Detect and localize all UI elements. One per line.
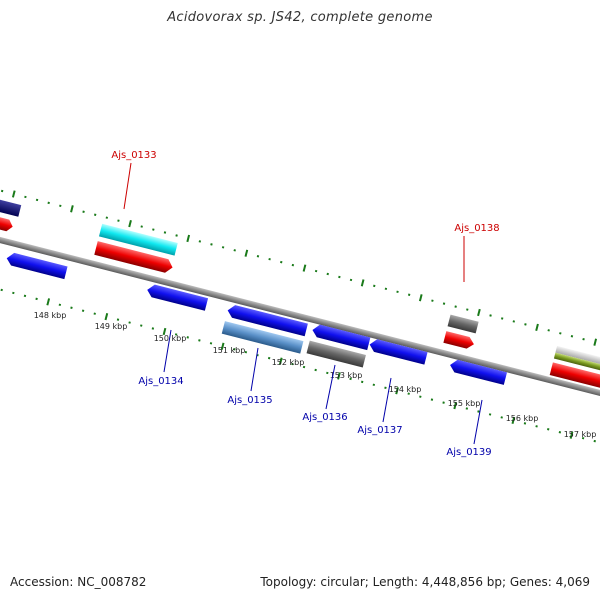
gene-ajs-0138 [447,314,479,334]
tick-row-lower [0,288,596,443]
genome-summary-text: Topology: circular; Length: 4,448,856 bp… [260,575,590,589]
kbp-label: 154 kbp [389,385,422,394]
kbp-label: 152 kbp [272,358,305,367]
label-ajs-0133: Ajs_0133 [111,150,156,161]
kbp-label: 151 kbp [213,346,246,355]
gene-left-red [0,216,13,232]
gene-ajs-0139 [450,359,508,385]
kbp-label: 153 kbp [330,371,363,380]
label-ajs-0137: Ajs_0137 [357,425,402,436]
gene-ajs-0135-upper [227,305,308,337]
kbp-label: 149 kbp [95,322,128,331]
kbp-label: 155 kbp [448,399,481,408]
genome-backbone [0,232,600,406]
label-ajs-0136: Ajs_0136 [302,412,347,423]
gene-ajs-0134 [147,284,209,311]
gene-ajs-0133-red [94,241,173,273]
gene-ajs-0133 [98,223,178,256]
accession-text: Accession: NC_008782 [10,575,147,589]
gene-ajs-0138-red [443,331,474,349]
gene-ajs-0137 [369,339,428,365]
gene-callouts: Ajs_0133 Ajs_0138 Ajs_0134 Ajs_0135 Ajs_… [111,150,499,458]
map-title: Acidovorax sp. JS42, complete genome [167,10,433,25]
tick-row-upper [0,189,598,346]
kbp-label: 157 kbp [564,430,597,439]
gene-right-silver [555,345,600,371]
gene-ajs-0135 [221,321,304,354]
gene-right-olive [553,352,600,377]
kbp-label: 148 kbp [34,311,67,320]
label-ajs-0138: Ajs_0138 [454,223,499,234]
label-ajs-0135: Ajs_0135 [227,395,272,406]
gene-left-blue [6,252,68,280]
gene-ajs-0136-upper [312,324,371,351]
kbp-label: 156 kbp [506,414,539,423]
gene-left-navy [0,199,22,217]
gene-right-red [549,362,600,394]
label-ajs-0134: Ajs_0134 [138,376,183,387]
gene-ajs-0136 [306,340,366,368]
label-ajs-0139: Ajs_0139 [446,447,491,458]
